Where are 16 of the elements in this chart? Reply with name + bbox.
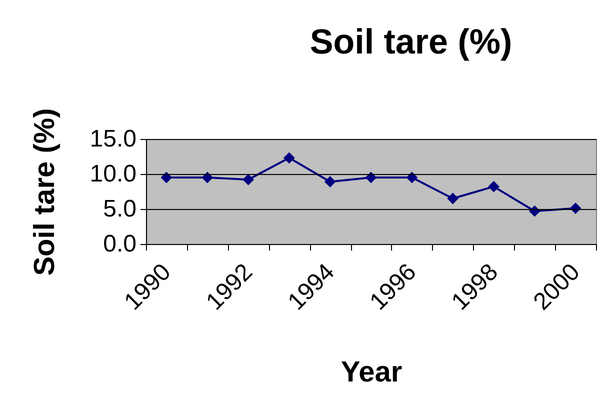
point [447, 192, 459, 204]
point [283, 152, 295, 164]
point [242, 174, 254, 186]
chart-title: Soil tare (%) [310, 22, 512, 62]
point [160, 172, 172, 184]
point [488, 180, 500, 192]
y-tick-label: 5.0 [103, 196, 136, 222]
x-axis-title: Year [340, 356, 402, 389]
y-tick-label: 10.0 [90, 160, 136, 188]
point [365, 172, 377, 184]
point [202, 172, 214, 184]
point [406, 172, 418, 184]
point [324, 176, 336, 188]
y-axis-title: Soil tare (%) [28, 108, 61, 276]
y-tick-label: 0.0 [103, 230, 136, 258]
y-tick-label: 15.0 [90, 126, 136, 152]
